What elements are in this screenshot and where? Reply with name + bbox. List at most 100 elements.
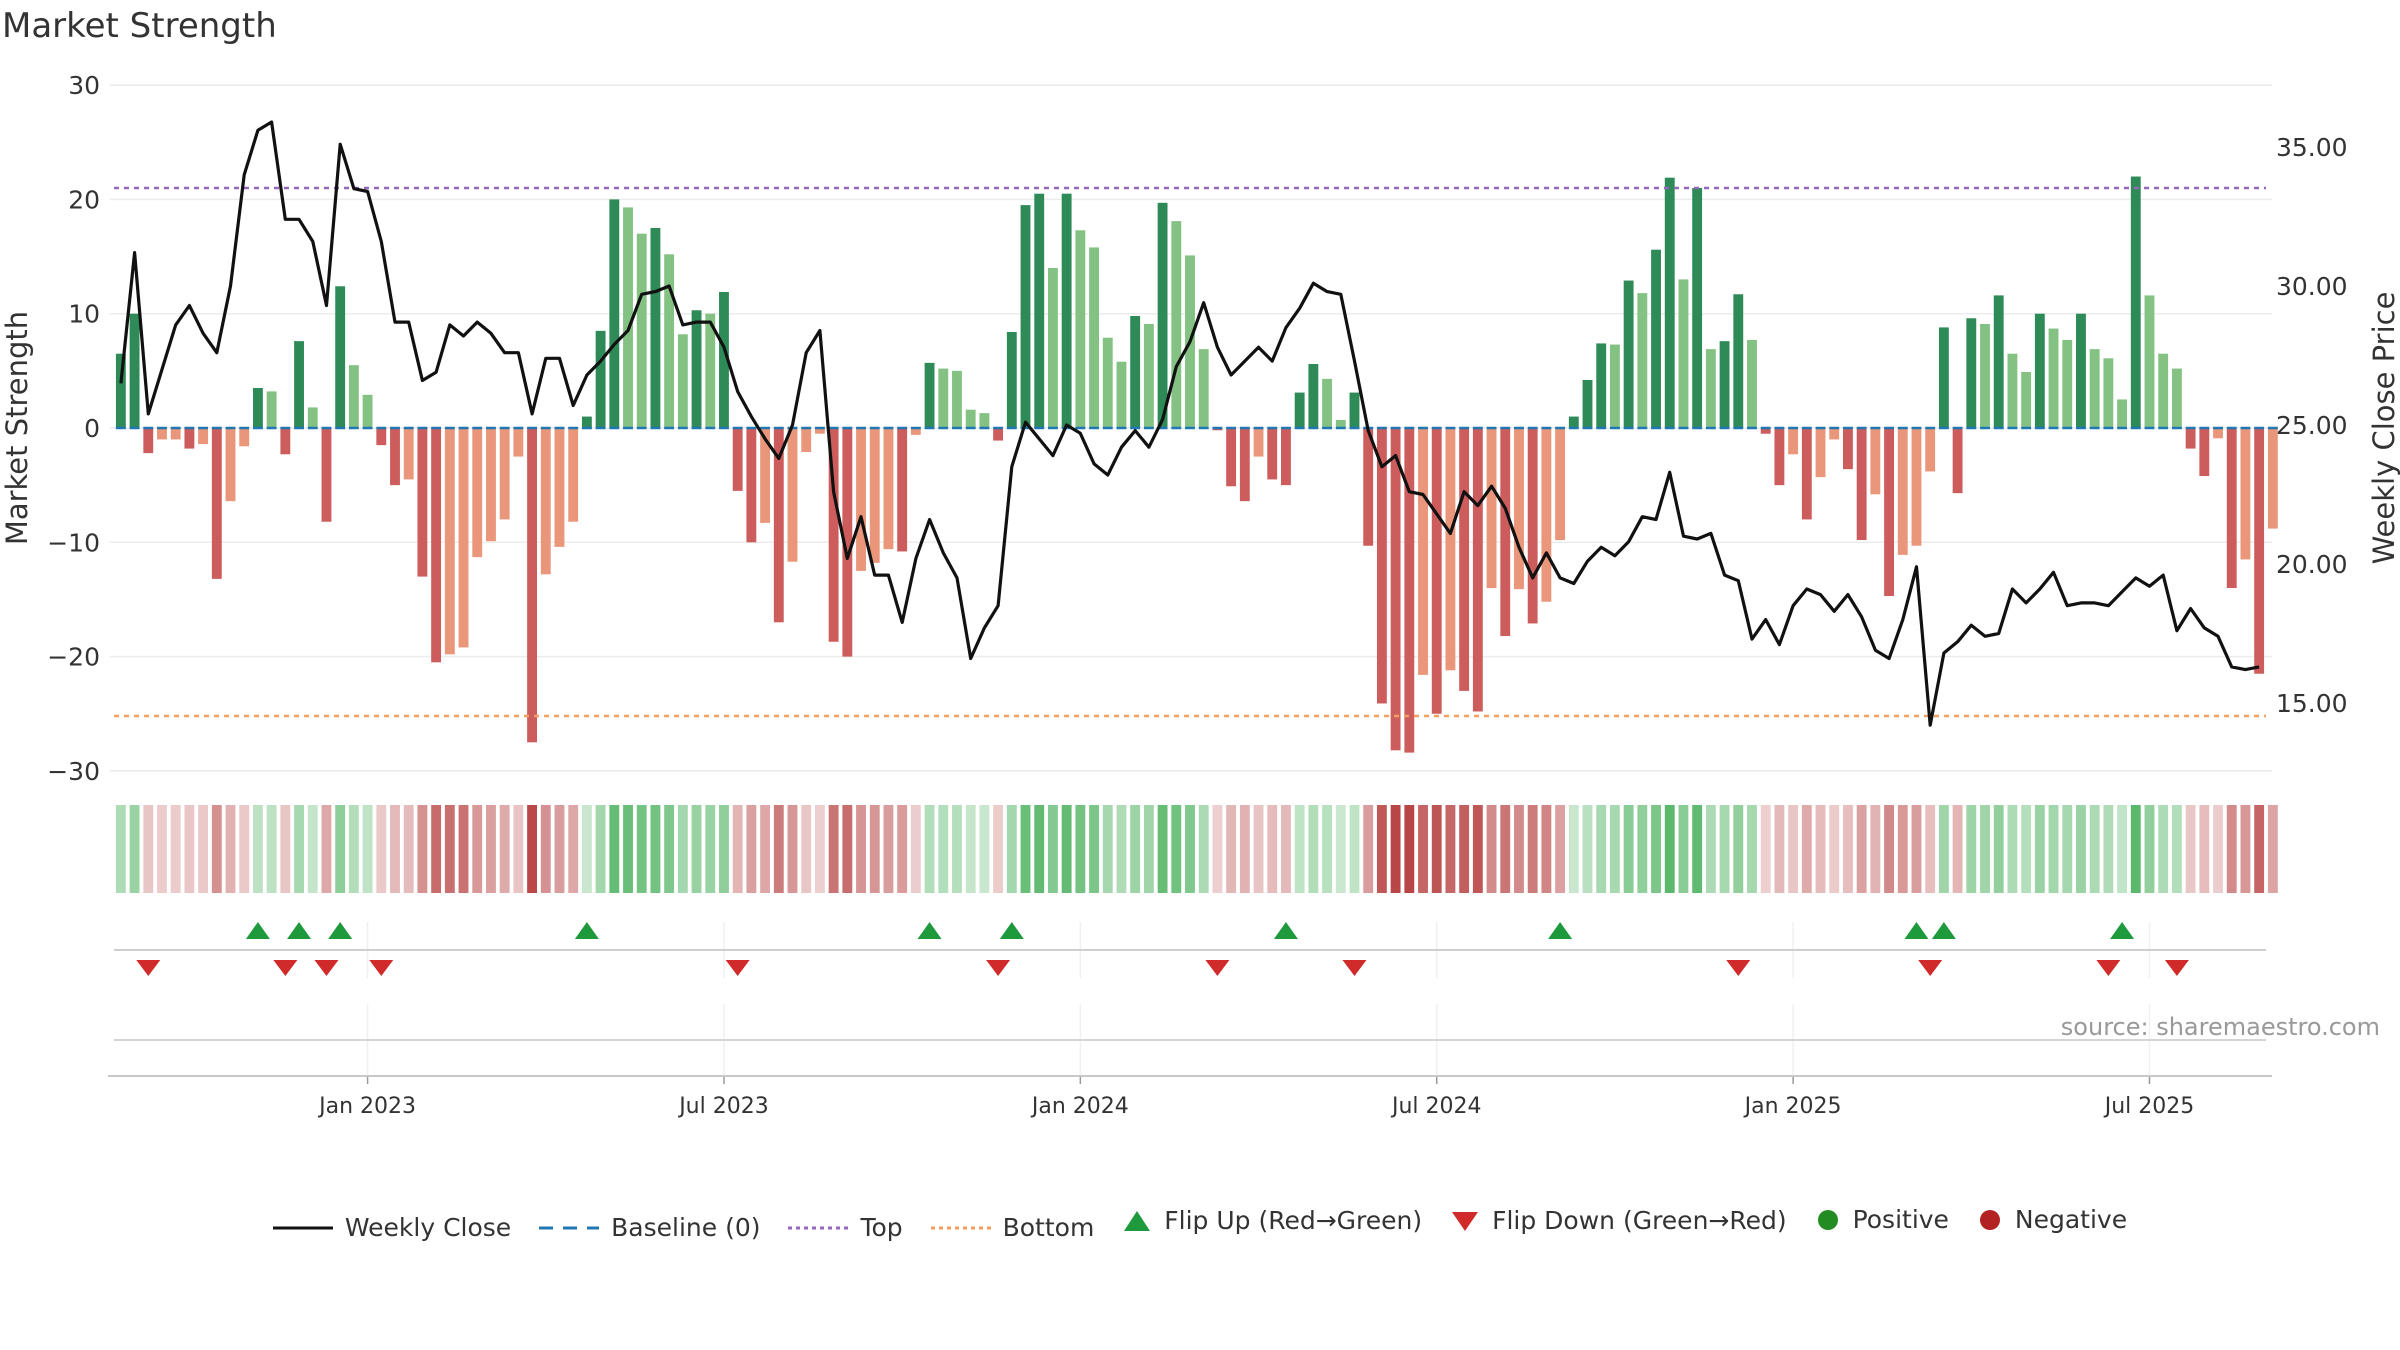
heat-strip-cell [1034, 805, 1045, 893]
heat-strip-cell [252, 805, 263, 893]
strength-bar [170, 428, 181, 440]
heat-strip-cell [1418, 805, 1428, 893]
strength-bar [746, 428, 757, 543]
strength-bar [143, 428, 154, 454]
x-tick-label: Jan 2023 [317, 1094, 416, 1119]
y-tick-label: −30 [47, 757, 100, 786]
legend-weekly-close-label: Weekly Close [344, 1213, 512, 1242]
legend-flip-up-label: Flip Up (Red→Green) [1164, 1206, 1423, 1235]
heat-strip-cell [1281, 805, 1291, 893]
heat-strip-cell [1568, 805, 1579, 893]
circle-green-icon [1817, 1209, 1838, 1230]
strength-bar [444, 428, 455, 655]
legend-top[interactable]: Top [788, 1213, 903, 1242]
heat-strip-cell [869, 805, 880, 893]
heat-strip-cell [581, 805, 592, 893]
heat-strip-cell [129, 805, 140, 893]
strength-bar [1966, 318, 1977, 428]
legend-weekly-close[interactable]: Weekly Close [272, 1213, 512, 1242]
heat-strip-cell [198, 805, 209, 893]
strength-bar [1555, 428, 1566, 541]
legend-bottom-label: Bottom [1002, 1213, 1095, 1242]
heat-strip-cell [307, 805, 318, 893]
heat-strip-cell [1102, 805, 1113, 893]
heat-strip-cell [1486, 805, 1497, 893]
legend-flip-up[interactable]: Flip Up (Red→Green) [1122, 1206, 1422, 1235]
heat-strip-cell [2103, 805, 2114, 893]
strength-bar [1609, 344, 1620, 428]
heat-strip-cell [787, 805, 798, 893]
flip-up-marker [245, 922, 270, 939]
strength-bar [705, 313, 716, 428]
strength-bar [1418, 428, 1428, 675]
flip-down-marker [136, 960, 161, 976]
chart-title: Market Strength [2, 6, 277, 46]
flip-up-marker [1273, 922, 1298, 939]
legend-negative-label: Negative [2014, 1205, 2128, 1234]
strength-bar [348, 365, 359, 428]
heat-strip-cell [1692, 805, 1703, 893]
legend-baseline[interactable]: Baseline (0) [539, 1213, 761, 1242]
heat-strip-cell [321, 805, 332, 893]
heat-strip-cell [1733, 805, 1744, 893]
heat-strip-cell [883, 805, 894, 893]
heat-strip-cell [1006, 805, 1017, 893]
strength-bar [1116, 361, 1127, 428]
heat-strip-cell [623, 805, 633, 893]
strength-bar [2130, 176, 2141, 428]
reference-lines [114, 186, 2278, 718]
heat-strip-cell [1815, 805, 1826, 893]
legend-bottom[interactable]: Bottom [930, 1213, 1095, 1242]
heat-strip-cell [1459, 805, 1470, 893]
strength-bar [211, 428, 222, 579]
heat-strip-cell [280, 805, 291, 893]
strength-bar [403, 428, 414, 480]
heat-strip-cell [1116, 805, 1127, 893]
heat-strip-cell [2240, 805, 2251, 893]
heat-strip-cell [1774, 805, 1785, 893]
flip-up-marker [1904, 922, 1929, 939]
strength-bar [1705, 349, 1716, 428]
strength-bar [1363, 428, 1374, 546]
heat-strip-cell [1897, 805, 1908, 893]
strength-bar [129, 313, 140, 428]
strength-bar [554, 428, 565, 547]
strength-bar [1143, 323, 1154, 428]
triangle-down-icon [1452, 1211, 1479, 1231]
strength-bar [2199, 428, 2210, 477]
strength-bar [1952, 428, 1963, 494]
strength-bar [732, 428, 743, 491]
weekly-close-line [119, 120, 2260, 727]
legend-negative[interactable]: Negative [1977, 1205, 2127, 1234]
strength-bar [2117, 399, 2128, 428]
strength-bar [2240, 428, 2251, 560]
strength-bar [1349, 392, 1360, 428]
flip-up-marker [917, 922, 942, 939]
heat-strip-cell [1952, 805, 1963, 893]
strength-bar [1980, 323, 1990, 428]
heat-strip-cell [1870, 805, 1881, 893]
strength-bar [1431, 428, 1442, 714]
heat-strip-cell [1308, 805, 1319, 893]
y2-tick-label: 15.00 [2276, 689, 2348, 718]
strength-bar [2185, 428, 2196, 449]
strength-bar [2034, 313, 2045, 428]
strength-bar [362, 394, 373, 428]
heat-strip-cell [1637, 805, 1648, 893]
strength-bar [1486, 428, 1497, 589]
circle-red-icon [1979, 1209, 2000, 1230]
strength-bar [1089, 247, 1099, 428]
heat-strip-cell [458, 805, 469, 893]
strength-bar [1006, 331, 1017, 428]
legend-flip-down[interactable]: Flip Down (Green→Red) [1450, 1206, 1787, 1235]
heat-strip-cell [1911, 805, 1922, 893]
strength-bar [513, 428, 524, 457]
heat-strip-cell [1239, 805, 1250, 893]
legend-positive-label: Positive [1852, 1205, 1949, 1234]
strength-bar [307, 407, 318, 428]
legend-positive[interactable]: Positive [1815, 1205, 1949, 1234]
strength-bar [581, 416, 592, 428]
strength-bar [595, 330, 606, 428]
strength-bar [1445, 428, 1456, 671]
heat-strip-cell [1322, 805, 1333, 893]
